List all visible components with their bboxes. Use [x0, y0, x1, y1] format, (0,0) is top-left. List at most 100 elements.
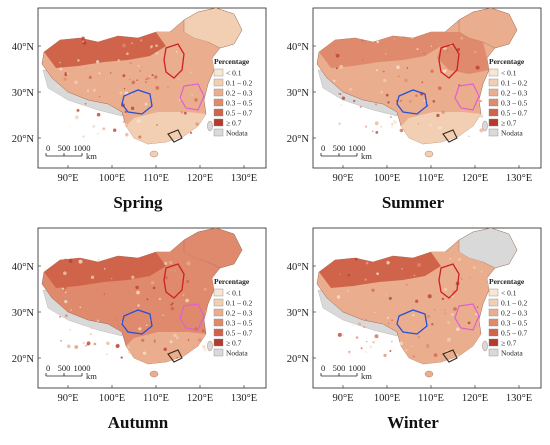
map-speckle [473, 266, 476, 269]
map-speckle [63, 285, 67, 290]
map-panel-winter: 40°N 30°N 20°N 90°E 100°E 110°E 120°E 130°E 0 500… [287, 227, 542, 432]
map-speckle [80, 289, 84, 292]
map-speckle [97, 258, 100, 261]
map-speckle [380, 90, 384, 94]
map-speckle [170, 303, 173, 306]
map-speckle [411, 113, 415, 117]
map-speckle [457, 48, 461, 51]
map-speckle [115, 317, 117, 320]
map-speckle [359, 105, 362, 108]
map-speckle [103, 268, 106, 270]
northeast-region [458, 228, 518, 269]
map-speckle [86, 300, 88, 302]
taiwan-island [207, 340, 213, 352]
map-speckle [338, 122, 341, 125]
map-speckle [136, 290, 140, 295]
map-speckle [376, 40, 380, 44]
map-speckle [480, 270, 483, 273]
map-speckle [122, 43, 126, 48]
map-speckle [383, 78, 387, 83]
map-speckle [352, 284, 355, 287]
map-speckle [395, 81, 399, 85]
map-speckle [451, 48, 455, 53]
map-speckle [187, 339, 190, 341]
map-speckle [117, 59, 120, 62]
map-speckle [348, 350, 351, 353]
legend-label: 0.1 – 0.2 [501, 79, 528, 88]
map-panel-spring: 40°N 30°N 20°N 90°E 100°E 110°E 120°E 130°E 0 500… [12, 7, 267, 212]
map-speckle [341, 96, 346, 100]
map-speckle [123, 87, 126, 90]
map-speckle [394, 38, 396, 40]
map-speckle [375, 69, 378, 72]
map-speckle [363, 326, 366, 328]
map-speckle [84, 102, 87, 105]
map-speckle [447, 337, 451, 342]
map-speckle [63, 258, 68, 262]
lon-label: 110°E [143, 393, 169, 404]
map-speckle [125, 132, 129, 137]
map-speckle [194, 98, 198, 102]
lon-label: 130°E [506, 393, 532, 404]
map-speckle [170, 269, 172, 271]
map-speckle [77, 59, 80, 62]
legend-swatch [488, 118, 499, 127]
lat-label: 30°N [287, 308, 310, 319]
map-speckle [472, 114, 475, 116]
map-speckle [180, 111, 184, 114]
map-speckle [361, 39, 364, 42]
map-speckle [82, 41, 85, 43]
map-speckle [451, 313, 454, 316]
map-speckle [82, 341, 85, 345]
map-speckle [385, 93, 389, 97]
map-speckle [479, 114, 484, 118]
map-speckle [442, 306, 445, 309]
lon-label: 120°E [187, 173, 213, 184]
northwest-band [319, 32, 441, 68]
scalebar-unit: km [361, 371, 372, 381]
map-speckle [115, 344, 120, 348]
legend-label: 0.2 – 0.3 [501, 89, 528, 98]
map-speckle [374, 311, 376, 314]
legend-swatch [488, 108, 499, 117]
map-speckle [427, 294, 432, 299]
map-speckle [341, 333, 345, 337]
map-area [316, 8, 518, 158]
map-speckle [415, 299, 419, 303]
map-speckle [86, 341, 91, 346]
map-speckle [137, 304, 140, 307]
map-speckle [413, 274, 416, 277]
map-speckle [78, 259, 83, 264]
map-speckle [381, 71, 386, 75]
map-speckle [162, 314, 164, 317]
map-speckle [97, 133, 99, 135]
legend-label: < 0.1 [501, 69, 517, 78]
scalebar-label: 0 [46, 363, 50, 373]
map-speckle [183, 111, 187, 115]
map-speckle [137, 261, 140, 264]
map-speckle [375, 103, 378, 106]
map-speckle [189, 131, 193, 134]
map-area [41, 8, 243, 158]
map-speckle [106, 40, 109, 42]
map-speckle [153, 339, 156, 341]
map-speckle [171, 302, 174, 305]
map-speckle [411, 37, 413, 39]
map-speckle [111, 277, 113, 280]
map-speckle [136, 119, 141, 123]
map-speckle [124, 110, 127, 113]
lon-label: 110°E [418, 173, 444, 184]
map-speckle [124, 123, 127, 126]
map-speckle [349, 88, 352, 91]
map-speckle [93, 88, 96, 92]
map-speckle [63, 276, 67, 280]
map-speckle [144, 102, 148, 106]
map-speckle [122, 120, 126, 124]
legend-label: 0.5 – 0.7 [501, 109, 528, 118]
map-speckle [423, 103, 426, 106]
map-speckle [186, 279, 190, 284]
map-speckle [475, 313, 478, 316]
map-speckle [402, 36, 406, 41]
map-speckle [92, 125, 96, 128]
map-area [41, 228, 243, 378]
